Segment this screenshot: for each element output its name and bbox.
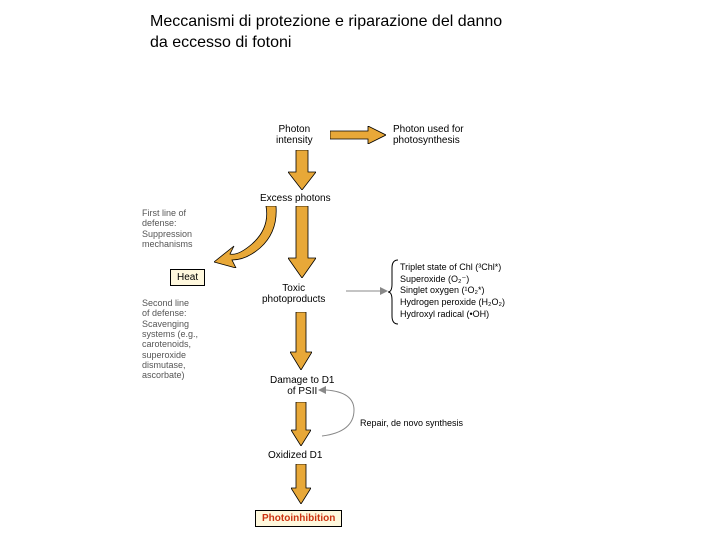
annotation-second-line: Second line of defense: Scavenging syste… [142, 298, 198, 381]
node-heat: Heat [170, 267, 205, 286]
node-photon-intensity: Photon intensity [276, 124, 313, 146]
annotation-first-line: First line of defense: Suppression mecha… [142, 208, 193, 249]
bracket-item-2: Singlet oxygen (¹O₂*) [400, 285, 505, 297]
page-title: Meccanismi di protezione e riparazione d… [150, 12, 510, 54]
heat-box: Heat [170, 269, 205, 286]
arrow-photon-excess [288, 150, 316, 190]
arrow-photon-used [330, 126, 386, 144]
arrow-oxidized-photoinhibition [291, 464, 311, 504]
bracket-list: Triplet state of Chl (³Chl*) Superoxide … [400, 262, 505, 320]
arrow-repair-curve [314, 384, 362, 444]
label-repair: Repair, de novo synthesis [360, 418, 463, 428]
bracket-item-1: Superoxide (O₂⁻) [400, 274, 505, 286]
arrow-toxic-damage [290, 312, 312, 370]
bracket-icon [388, 258, 400, 326]
photoinhibition-box: Photoinhibition [255, 510, 342, 527]
node-photoinhibition: Photoinhibition [255, 508, 342, 527]
node-photon-used: Photon used for photosynthesis [393, 124, 464, 146]
arrow-excess-toxic [288, 206, 316, 278]
thin-arrow-toxic-bracket [346, 286, 388, 296]
bracket-item-0: Triplet state of Chl (³Chl*) [400, 262, 505, 274]
arrow-damage-oxidized [291, 402, 311, 446]
node-toxic: Toxic photoproducts [262, 283, 325, 305]
bracket-item-4: Hydroxyl radical (•OH) [400, 309, 505, 321]
arrow-excess-heat [214, 206, 280, 268]
node-excess-photons: Excess photons [260, 193, 331, 204]
node-oxidized-d1: Oxidized D1 [268, 450, 322, 461]
bracket-item-3: Hydrogen peroxide (H₂O₂) [400, 297, 505, 309]
